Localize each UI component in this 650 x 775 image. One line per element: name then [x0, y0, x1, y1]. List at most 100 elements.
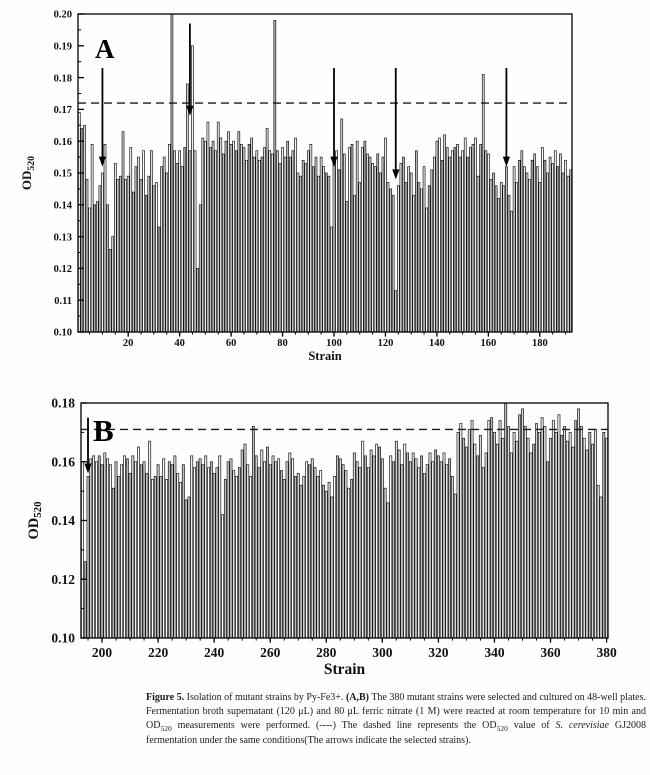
- y-tick-label: 0.11: [54, 296, 72, 307]
- bar: [173, 455, 177, 639]
- bar: [484, 150, 488, 333]
- bar: [453, 147, 457, 333]
- bar: [336, 455, 339, 639]
- bar: [435, 140, 439, 333]
- bar: [438, 137, 441, 333]
- bar: [467, 429, 471, 639]
- bar: [249, 476, 253, 639]
- bar: [160, 166, 163, 333]
- bar: [588, 432, 592, 639]
- bar: [310, 458, 314, 639]
- bar: [273, 20, 277, 333]
- bar: [114, 461, 118, 639]
- bar: [538, 182, 542, 333]
- bar: [582, 437, 586, 639]
- bar: [459, 423, 463, 639]
- bar: [330, 496, 334, 639]
- bar: [445, 147, 449, 333]
- y-tick-label: 0.13: [54, 232, 72, 243]
- bar: [168, 144, 171, 333]
- bar: [571, 446, 575, 639]
- x-axis-label: Strain: [324, 661, 366, 678]
- bar: [232, 140, 235, 333]
- bar: [456, 144, 459, 333]
- bar: [549, 437, 552, 639]
- bar: [188, 150, 192, 333]
- x-tick-label: 60: [226, 338, 237, 349]
- bar: [240, 144, 243, 333]
- x-tick-label: 200: [92, 645, 113, 660]
- caption-segment: measurements were performed. (----) The …: [171, 720, 497, 732]
- bar: [439, 461, 443, 639]
- x-tick-label: 80: [277, 338, 288, 349]
- bar: [479, 434, 482, 639]
- caption-segment: GJ2008 fermentation under the same condi…: [146, 720, 646, 746]
- bar: [470, 420, 474, 639]
- bar: [129, 147, 133, 333]
- bar: [219, 137, 223, 333]
- bar: [381, 156, 385, 333]
- bar: [341, 464, 345, 639]
- bar: [548, 156, 552, 333]
- bar: [101, 172, 104, 333]
- bar: [462, 437, 466, 639]
- bar: [142, 150, 145, 333]
- y-tick-label: 0.18: [51, 396, 75, 411]
- bar: [340, 118, 344, 333]
- bar: [274, 461, 278, 639]
- bar: [473, 443, 477, 639]
- bar: [137, 446, 140, 639]
- bar: [222, 153, 225, 333]
- bar: [535, 423, 538, 639]
- bar: [263, 147, 266, 333]
- bar: [173, 150, 176, 333]
- bar: [350, 144, 354, 333]
- bar: [246, 464, 250, 639]
- bar: [95, 201, 99, 333]
- x-tick-label: 100: [326, 338, 342, 349]
- bar: [111, 487, 115, 639]
- x-tick-label: 140: [429, 338, 445, 349]
- bar: [507, 194, 511, 333]
- x-tick-label: 220: [148, 645, 169, 660]
- bar: [358, 182, 362, 333]
- bar: [422, 473, 426, 639]
- bar: [165, 172, 169, 333]
- bar: [265, 128, 269, 333]
- bar: [147, 175, 151, 333]
- bar: [378, 446, 381, 639]
- panel-letter: A: [95, 34, 115, 64]
- bar: [299, 175, 302, 333]
- bar: [540, 417, 544, 639]
- bar: [338, 458, 342, 639]
- bar: [518, 414, 522, 639]
- bar: [523, 426, 527, 639]
- bar: [490, 417, 494, 639]
- bar: [532, 443, 536, 639]
- bar: [433, 156, 436, 333]
- bar: [92, 455, 96, 639]
- selection-arrow-head: [186, 105, 194, 116]
- bar: [240, 449, 244, 639]
- x-tick-label: 360: [540, 645, 561, 660]
- bar: [212, 473, 216, 639]
- bar: [407, 166, 410, 333]
- bar: [280, 470, 283, 639]
- bar: [502, 185, 506, 333]
- bar: [150, 150, 153, 333]
- bar: [193, 150, 197, 333]
- bar: [153, 476, 157, 639]
- bar: [458, 156, 462, 333]
- bar: [425, 207, 428, 333]
- selection-arrow-head: [330, 156, 338, 167]
- bar: [302, 476, 306, 639]
- bar: [106, 204, 109, 333]
- x-tick-label: 240: [204, 645, 225, 660]
- bar: [204, 455, 208, 639]
- bar: [560, 434, 564, 639]
- bar: [170, 464, 174, 639]
- bar: [294, 476, 297, 639]
- bar: [145, 473, 149, 639]
- bar: [270, 153, 274, 333]
- bar: [229, 144, 233, 333]
